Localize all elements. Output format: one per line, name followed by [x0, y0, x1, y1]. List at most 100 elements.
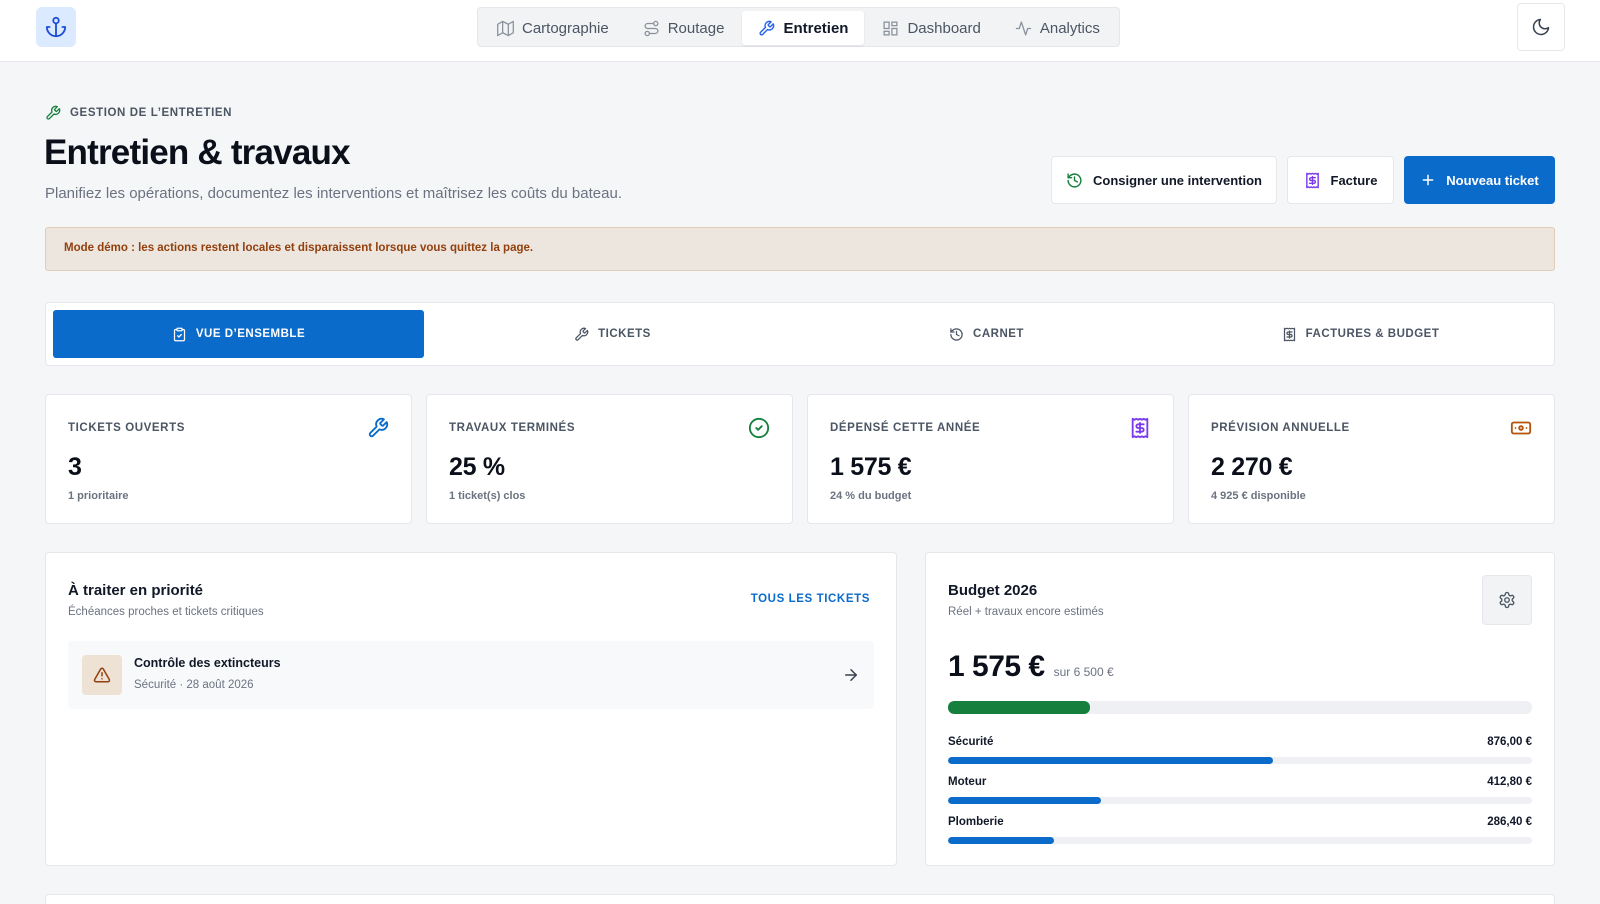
ticket-title: Contrôle des extincteurs [134, 656, 281, 670]
category-label: Moteur [948, 776, 987, 788]
activity-icon [1015, 20, 1032, 37]
theme-toggle-button[interactable] [1517, 3, 1565, 51]
kpi-value: 1 575 € [830, 453, 912, 481]
check-circle-icon [748, 417, 770, 439]
receipt-icon [1282, 327, 1297, 342]
kpi-card-completed-work: TRAVAUX TERMINÉS 25 % 1 ticket(s) clos [426, 394, 793, 524]
budget-spent: 1 575 € [948, 650, 1045, 683]
category-bar [948, 837, 1532, 844]
priority-ticket-item[interactable]: Contrôle des extincteurs Sécurité · 28 a… [68, 641, 874, 709]
nav-item-entretien[interactable]: Entretien [742, 11, 865, 45]
history-icon [1066, 172, 1083, 189]
log-intervention-button[interactable]: Consigner une intervention [1051, 156, 1277, 204]
next-section-card [45, 894, 1555, 904]
priority-panel: À traiter en priorité Échéances proches … [45, 552, 897, 866]
category-bar-fill [948, 837, 1055, 844]
new-ticket-button[interactable]: Nouveau ticket [1404, 156, 1555, 204]
eyebrow-label: GESTION DE L’ENTRETIEN [70, 107, 233, 119]
banknote-icon [1510, 417, 1532, 439]
category-value: 876,00 € [1487, 736, 1532, 748]
tab-overview[interactable]: VUE D’ENSEMBLE [53, 310, 424, 358]
wrench-icon [45, 105, 61, 121]
invoice-button[interactable]: Facture [1287, 156, 1394, 204]
page-subtitle: Planifiez les opérations, documentez les… [45, 185, 622, 202]
category-label: Plomberie [948, 816, 1004, 828]
panel-subtitle: Échéances proches et tickets critiques [68, 606, 264, 618]
moon-icon [1531, 17, 1551, 37]
category-bar-fill [948, 757, 1273, 764]
budget-summary: 1 575 € sur 6 500 € [948, 650, 1114, 684]
main-nav: Cartographie Routage Entretien Dashboard… [477, 7, 1120, 47]
ticket-meta: Sécurité · 28 août 2026 [134, 679, 254, 691]
arrow-right-icon [842, 666, 860, 684]
section-tabs: VUE D’ENSEMBLE TICKETS CARNET FACTURES &… [45, 302, 1555, 366]
kpi-value: 3 [68, 453, 82, 481]
clipboard-icon [172, 327, 187, 342]
tab-label: FACTURES & BUDGET [1305, 328, 1440, 340]
nav-item-label: Cartographie [522, 19, 609, 37]
button-label: Facture [1330, 172, 1378, 188]
kpi-card-annual-forecast: PRÉVISION ANNUELLE 2 270 € 4 925 € dispo… [1188, 394, 1555, 524]
button-label: Consigner une intervention [1092, 172, 1262, 188]
panel-title: Budget 2026 [948, 582, 1038, 599]
kpi-label: TICKETS OUVERTS [68, 422, 185, 434]
kpi-subtext: 1 prioritaire [68, 490, 129, 502]
tab-invoices-budget[interactable]: FACTURES & BUDGET [1175, 310, 1546, 358]
all-tickets-link[interactable]: TOUS LES TICKETS [750, 593, 870, 605]
receipt-icon [1304, 172, 1321, 189]
category-label: Sécurité [948, 736, 994, 748]
kpi-value: 25 % [449, 453, 505, 481]
kpi-value: 2 270 € [1211, 453, 1293, 481]
gear-icon [1498, 591, 1516, 609]
alert-triangle-icon [82, 655, 122, 695]
button-label: Nouveau ticket [1446, 172, 1539, 188]
kpi-card-open-tickets: TICKETS OUVERTS 3 1 prioritaire [45, 394, 412, 524]
demo-mode-banner: Mode démo : les actions restent locales … [45, 227, 1555, 271]
category-bar-fill [948, 797, 1101, 804]
kpi-label: PRÉVISION ANNUELLE [1211, 422, 1350, 434]
kpi-label: DÉPENSÉ CETTE ANNÉE [830, 422, 981, 434]
wrench-icon [574, 327, 589, 342]
map-icon [497, 20, 514, 37]
history-icon [949, 327, 964, 342]
budget-panel: Budget 2026 Réel + travaux encore estimé… [925, 552, 1555, 866]
dashboard-icon [882, 20, 899, 37]
category-value: 412,80 € [1487, 776, 1532, 788]
nav-item-cartographie[interactable]: Cartographie [481, 11, 625, 45]
plus-icon [1420, 172, 1436, 188]
category-value: 286,40 € [1487, 816, 1532, 828]
kpi-subtext: 24 % du budget [830, 490, 912, 502]
panel-subtitle: Réel + travaux encore estimés [948, 606, 1104, 618]
tab-label: TICKETS [598, 328, 651, 340]
kpi-subtext: 1 ticket(s) clos [449, 490, 526, 502]
kpi-subtext: 4 925 € disponible [1211, 490, 1306, 502]
nav-item-label: Dashboard [907, 19, 981, 37]
category-bar [948, 757, 1532, 764]
tab-carnet[interactable]: CARNET [801, 310, 1172, 358]
nav-item-label: Analytics [1039, 19, 1100, 37]
budget-progress-bar [948, 701, 1532, 714]
section-eyebrow: GESTION DE L’ENTRETIEN [45, 105, 232, 121]
wrench-icon [758, 20, 775, 37]
nav-item-dashboard[interactable]: Dashboard [866, 11, 996, 45]
nav-item-analytics[interactable]: Analytics [999, 11, 1116, 45]
nav-item-label: Routage [667, 19, 725, 37]
top-bar: Cartographie Routage Entretien Dashboard… [0, 0, 1600, 62]
tab-label: VUE D’ENSEMBLE [195, 328, 306, 340]
route-icon [643, 20, 660, 37]
kpi-card-spent-this-year: DÉPENSÉ CETTE ANNÉE 1 575 € 24 % du budg… [807, 394, 1174, 524]
nav-item-routage[interactable]: Routage [627, 11, 741, 45]
wrench-icon [367, 417, 389, 439]
page-title: Entretien & travaux [44, 133, 351, 172]
budget-total: sur 6 500 € [1053, 665, 1114, 679]
budget-progress-fill [948, 701, 1090, 714]
anchor-logo-icon[interactable] [36, 7, 76, 47]
panel-title: À traiter en priorité [68, 582, 204, 599]
tab-label: CARNET [973, 328, 1024, 340]
budget-settings-button[interactable] [1482, 575, 1532, 625]
tab-tickets[interactable]: TICKETS [427, 310, 798, 358]
receipt-icon [1129, 417, 1151, 439]
category-bar [948, 797, 1532, 804]
nav-item-label: Entretien [783, 19, 849, 37]
kpi-label: TRAVAUX TERMINÉS [449, 422, 576, 434]
